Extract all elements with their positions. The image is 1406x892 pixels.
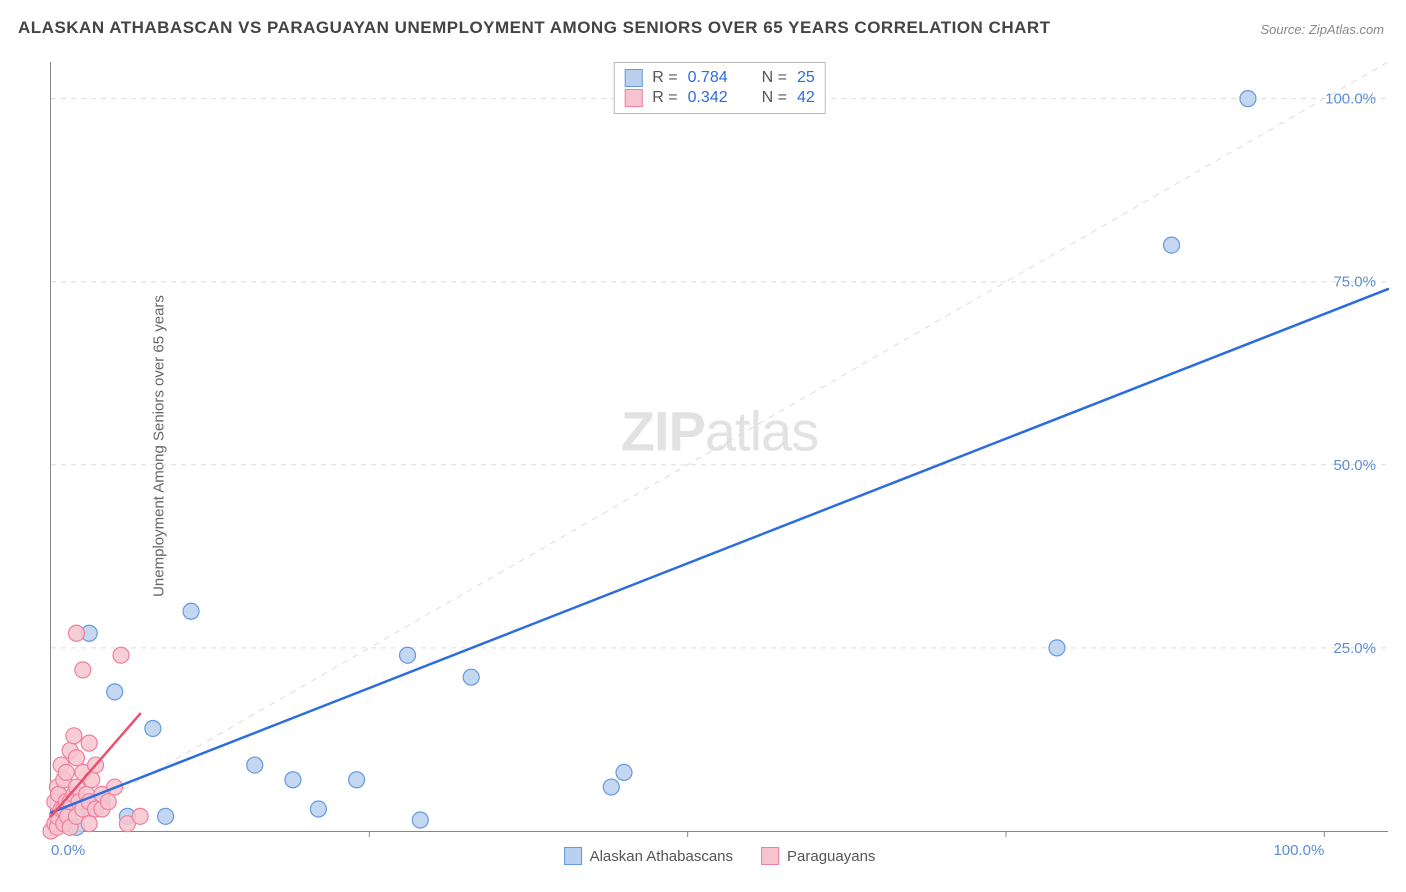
scatter-svg: 25.0%50.0%75.0%100.0%0.0%100.0% [51,62,1388,831]
source-attribution: Source: ZipAtlas.com [1260,22,1384,37]
swatch-series-b-icon [761,847,779,865]
svg-text:25.0%: 25.0% [1333,640,1376,657]
r-value-b: 0.342 [688,89,728,107]
svg-text:100.0%: 100.0% [1325,91,1376,108]
r-label: R = [652,89,677,107]
svg-text:100.0%: 100.0% [1273,842,1324,859]
swatch-series-a [624,69,642,87]
legend-item-a: Alaskan Athabascans [564,847,733,865]
r-value-a: 0.784 [688,69,728,87]
swatch-series-a-icon [564,847,582,865]
svg-text:0.0%: 0.0% [51,842,85,859]
legend-row-series-a: R = 0.784 N = 25 [624,69,815,87]
n-value-a: 25 [797,69,815,87]
swatch-series-b [624,89,642,107]
legend-label-b: Paraguayans [787,848,875,865]
legend-label-a: Alaskan Athabascans [590,848,733,865]
plot-area: ZIPatlas R = 0.784 N = 25 R = 0.342 N = … [50,62,1388,832]
legend-row-series-b: R = 0.342 N = 42 [624,89,815,107]
series-legend: Alaskan Athabascans Paraguayans [564,847,876,865]
correlation-legend: R = 0.784 N = 25 R = 0.342 N = 42 [613,62,826,114]
n-label: N = [762,69,787,87]
svg-text:75.0%: 75.0% [1333,274,1376,291]
chart-title: ALASKAN ATHABASCAN VS PARAGUAYAN UNEMPLO… [18,18,1051,38]
n-label: N = [762,89,787,107]
svg-text:50.0%: 50.0% [1333,457,1376,474]
n-value-b: 42 [797,89,815,107]
legend-item-b: Paraguayans [761,847,875,865]
r-label: R = [652,69,677,87]
